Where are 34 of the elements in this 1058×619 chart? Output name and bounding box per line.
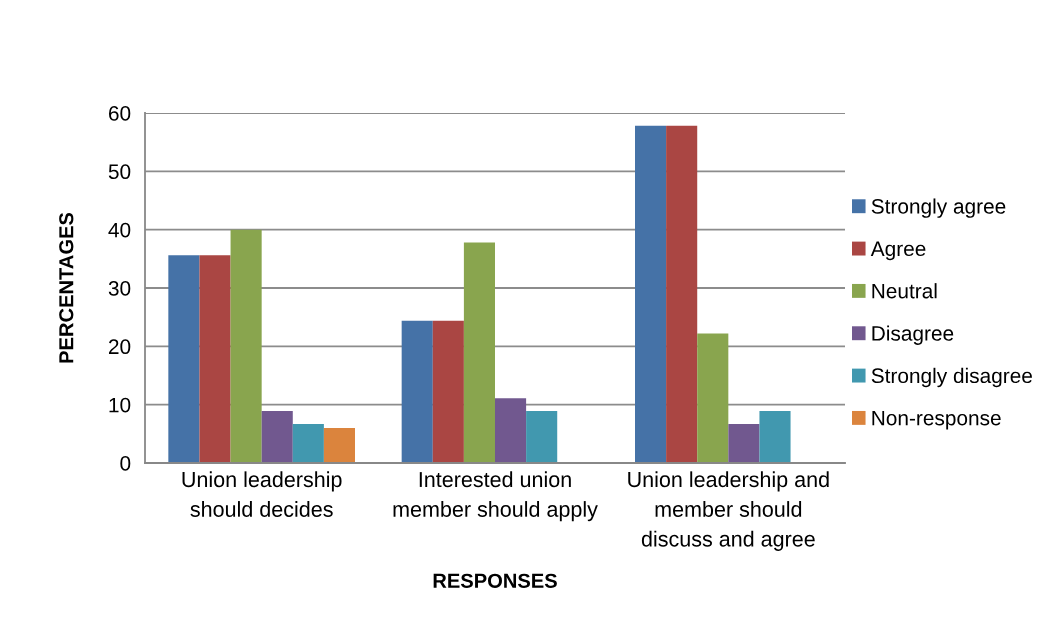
legend-label: Agree bbox=[870, 241, 926, 261]
bar bbox=[728, 423, 760, 463]
y-tick-label: 30 bbox=[108, 281, 131, 296]
x-tick-label: Interested union member should apply bbox=[393, 471, 598, 522]
bar bbox=[526, 411, 558, 463]
x-axis-title: RESPONSES bbox=[433, 573, 557, 588]
bar bbox=[697, 333, 729, 463]
y-tick-label: 60 bbox=[109, 106, 131, 121]
legend-label: Strongly disagree bbox=[871, 367, 1032, 388]
y-tick-label: 50 bbox=[108, 164, 131, 180]
bar bbox=[463, 242, 495, 463]
legend-label: Disagree bbox=[872, 325, 954, 345]
bar bbox=[199, 255, 231, 463]
y-tick-label: 40 bbox=[108, 222, 131, 238]
bar bbox=[168, 255, 200, 463]
bar bbox=[495, 398, 527, 463]
y-axis-title: PERCENTAGES bbox=[59, 212, 74, 363]
y-tick-label: 0 bbox=[120, 456, 131, 471]
bar bbox=[261, 411, 293, 463]
y-tick-label: 10 bbox=[109, 397, 131, 413]
bar bbox=[323, 428, 355, 463]
x-tick-label: Union leadership should decides bbox=[182, 471, 342, 517]
legend-label: Strongly agree bbox=[871, 198, 1006, 218]
bar bbox=[759, 411, 791, 463]
bar bbox=[292, 423, 324, 463]
legend-label: Non-response bbox=[872, 410, 1001, 430]
x-tick-label: Union leadership and member should discuss and agree bbox=[628, 471, 829, 551]
bar bbox=[230, 229, 262, 463]
bar bbox=[666, 125, 698, 463]
legend-label: Neutral bbox=[872, 283, 937, 299]
bar bbox=[432, 320, 464, 463]
y-tick-label: 20 bbox=[108, 339, 131, 355]
bar bbox=[635, 125, 667, 463]
bar bbox=[401, 320, 433, 463]
